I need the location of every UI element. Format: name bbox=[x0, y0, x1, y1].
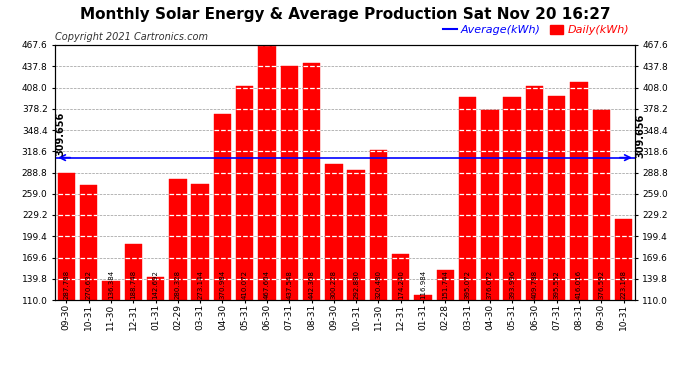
Bar bbox=[325, 164, 342, 300]
Text: 309.656: 309.656 bbox=[635, 113, 645, 158]
Text: 270.632: 270.632 bbox=[86, 270, 92, 299]
Bar bbox=[571, 82, 588, 300]
Text: 151.744: 151.744 bbox=[442, 270, 448, 299]
Bar bbox=[191, 184, 209, 300]
Text: 116.984: 116.984 bbox=[420, 270, 426, 299]
Bar bbox=[504, 98, 521, 300]
Text: 188.748: 188.748 bbox=[130, 270, 136, 299]
Text: 409.788: 409.788 bbox=[531, 270, 538, 299]
Text: 395.552: 395.552 bbox=[554, 270, 560, 299]
Bar bbox=[414, 295, 432, 300]
Text: 142.692: 142.692 bbox=[152, 270, 159, 299]
Text: 136.384: 136.384 bbox=[108, 270, 114, 299]
Text: Monthly Solar Energy & Average Production Sat Nov 20 16:27: Monthly Solar Energy & Average Productio… bbox=[79, 8, 611, 22]
Bar bbox=[236, 86, 253, 300]
Bar bbox=[370, 150, 387, 300]
Bar bbox=[147, 277, 164, 300]
Bar bbox=[102, 281, 119, 300]
Text: 174.240: 174.240 bbox=[397, 270, 404, 299]
Bar bbox=[80, 186, 97, 300]
Text: 292.880: 292.880 bbox=[353, 270, 359, 299]
Text: 376.592: 376.592 bbox=[598, 270, 604, 299]
Bar bbox=[58, 173, 75, 300]
Text: 273.144: 273.144 bbox=[197, 270, 203, 299]
Text: 437.548: 437.548 bbox=[286, 270, 293, 299]
Text: 287.788: 287.788 bbox=[63, 270, 70, 299]
Text: 467.604: 467.604 bbox=[264, 270, 270, 299]
Bar bbox=[124, 244, 142, 300]
Text: 280.328: 280.328 bbox=[175, 270, 181, 299]
Text: 300.228: 300.228 bbox=[331, 270, 337, 299]
Bar bbox=[526, 86, 543, 300]
Bar bbox=[303, 63, 320, 300]
Text: 376.072: 376.072 bbox=[487, 270, 493, 299]
Bar bbox=[593, 110, 610, 300]
Bar bbox=[459, 97, 476, 300]
Bar bbox=[258, 45, 276, 300]
Bar bbox=[437, 270, 454, 300]
Text: 393.996: 393.996 bbox=[509, 270, 515, 299]
Bar bbox=[169, 178, 186, 300]
Text: 309.656: 309.656 bbox=[56, 112, 66, 156]
Bar bbox=[548, 96, 566, 300]
Text: 370.984: 370.984 bbox=[219, 270, 226, 299]
Text: 320.480: 320.480 bbox=[375, 270, 382, 299]
Text: 442.308: 442.308 bbox=[308, 270, 315, 299]
Bar bbox=[481, 110, 499, 300]
Bar bbox=[392, 254, 409, 300]
Legend: Average(kWh), Daily(kWh): Average(kWh), Daily(kWh) bbox=[443, 25, 629, 35]
Bar bbox=[348, 170, 365, 300]
Text: 416.016: 416.016 bbox=[576, 270, 582, 299]
Text: 395.072: 395.072 bbox=[464, 270, 471, 299]
Bar bbox=[615, 219, 632, 300]
Text: 410.072: 410.072 bbox=[241, 270, 248, 299]
Bar bbox=[214, 114, 231, 300]
Text: 223.168: 223.168 bbox=[620, 270, 627, 299]
Text: Copyright 2021 Cartronics.com: Copyright 2021 Cartronics.com bbox=[55, 33, 208, 42]
Bar bbox=[281, 66, 298, 300]
